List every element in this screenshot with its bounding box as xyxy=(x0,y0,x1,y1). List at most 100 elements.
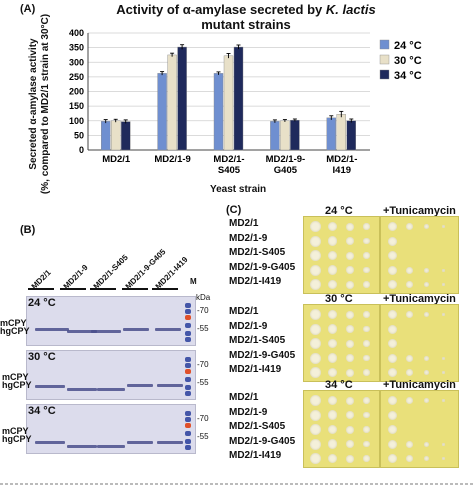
bar xyxy=(213,73,224,151)
legend-swatch xyxy=(379,54,390,65)
protein-band xyxy=(35,328,69,331)
strain-label: MD2/1-9 xyxy=(229,406,268,418)
gel-temperature: 30 °C xyxy=(28,351,56,363)
yeast-spot xyxy=(406,354,413,362)
plate-temperature: 34 °C xyxy=(325,379,353,391)
gel-image xyxy=(26,404,196,454)
yeast-spot xyxy=(363,311,370,318)
mw-marker-label: -55 xyxy=(197,378,209,387)
protein-band xyxy=(157,441,183,444)
yeast-spot xyxy=(327,410,338,420)
yeast-spot xyxy=(310,367,321,378)
strain-label: MD2/1-S405 xyxy=(229,421,286,432)
yeast-spot xyxy=(310,438,321,450)
protein-band xyxy=(35,441,65,444)
x-tick-label: MD2/1- xyxy=(213,154,244,165)
yeast-spot xyxy=(388,236,397,246)
protein-band xyxy=(123,328,149,331)
bar xyxy=(346,120,356,151)
bar xyxy=(157,73,167,151)
yeast-spot xyxy=(363,252,370,259)
yeast-spot xyxy=(406,369,413,376)
yeast-spot xyxy=(388,454,397,463)
y-tick-label: 100 xyxy=(69,116,84,126)
yeast-spot xyxy=(345,425,354,434)
yeast-spot xyxy=(363,397,370,404)
yeast-spot xyxy=(442,268,445,272)
panel-b-letter: (B) xyxy=(20,224,36,236)
yeast-spot xyxy=(388,353,397,363)
yeast-spot xyxy=(406,397,413,404)
yeast-spot xyxy=(424,267,429,273)
legend-label: 24 °C xyxy=(394,40,422,52)
y-tick-label: 400 xyxy=(69,28,84,38)
yeast-spot xyxy=(388,339,397,348)
strain-label: MD2/1 xyxy=(229,218,259,229)
strain-label: MD2/1-9-G405 xyxy=(229,349,296,361)
strain-label: MD2/1-9-G405 xyxy=(229,435,296,447)
gel-temperature: 24 °C xyxy=(28,297,56,309)
legend-label: 34 °C xyxy=(394,70,422,82)
strain-label: MD2/1-9-G405 xyxy=(229,261,296,273)
kda-label: kDa xyxy=(196,293,211,302)
yeast-spot xyxy=(327,439,338,449)
yeast-spot xyxy=(388,222,397,231)
yeast-spot xyxy=(388,280,397,289)
lane-bar xyxy=(152,288,178,290)
yeast-spot xyxy=(327,279,338,290)
plate-tunicamycin xyxy=(380,304,459,382)
tunicamycin-label: +Tunicamycin xyxy=(383,205,456,217)
plate-temperature: 24 °C xyxy=(325,205,353,217)
strain-label: MD2/1 xyxy=(229,306,259,317)
yeast-spot xyxy=(442,457,445,460)
tunicamycin-label: +Tunicamycin xyxy=(383,293,456,305)
band-label: mCPY xyxy=(2,372,29,382)
yeast-spot xyxy=(310,309,321,320)
bar xyxy=(167,54,177,151)
band-label: mCPY xyxy=(2,426,29,436)
protein-band xyxy=(91,330,121,333)
yeast-spot xyxy=(310,338,321,349)
yeast-spot xyxy=(310,279,321,290)
yeast-spot xyxy=(345,411,354,419)
yeast-spot xyxy=(345,440,354,448)
strain-label: MD2/1-S405 xyxy=(229,335,286,346)
yeast-spot xyxy=(310,352,321,364)
gel-image xyxy=(26,350,196,400)
bar xyxy=(326,117,336,151)
ladder-marker xyxy=(185,323,191,328)
yeast-spot xyxy=(406,223,413,230)
yeast-spot xyxy=(388,396,397,405)
plate-tunicamycin xyxy=(380,390,459,468)
bar xyxy=(233,46,244,151)
gel-image xyxy=(26,296,196,346)
yeast-spot xyxy=(345,222,354,231)
bar xyxy=(336,114,346,151)
plate-tunicamycin xyxy=(380,216,459,294)
ladder-marker xyxy=(185,369,191,374)
protein-band xyxy=(97,445,125,448)
yeast-spot xyxy=(345,454,354,463)
ladder-marker xyxy=(185,303,191,308)
chart-x-label: Yeast strain xyxy=(210,184,267,195)
yeast-spot xyxy=(345,266,354,274)
yeast-spot xyxy=(345,310,354,319)
protein-band xyxy=(35,385,65,388)
yeast-spot xyxy=(424,398,429,403)
yeast-spot xyxy=(327,324,338,334)
yeast-spot xyxy=(388,310,397,319)
yeast-spot xyxy=(310,395,321,406)
y-tick-label: 250 xyxy=(69,72,84,82)
chart-title: Activity of α-amylase secreted by K. lac… xyxy=(116,2,376,32)
x-tick-label: G405 xyxy=(274,165,298,176)
ladder-marker xyxy=(185,309,191,314)
yeast-spot xyxy=(363,354,370,362)
tunicamycin-label: +Tunicamycin xyxy=(383,379,456,391)
yeast-spot xyxy=(388,265,397,275)
mw-marker-label: -70 xyxy=(197,306,209,315)
mw-marker-label: -55 xyxy=(197,324,209,333)
yeast-spot xyxy=(363,411,370,419)
yeast-spot xyxy=(310,250,321,261)
plate-temperature: 30 °C xyxy=(325,293,353,305)
yeast-spot xyxy=(327,309,338,320)
